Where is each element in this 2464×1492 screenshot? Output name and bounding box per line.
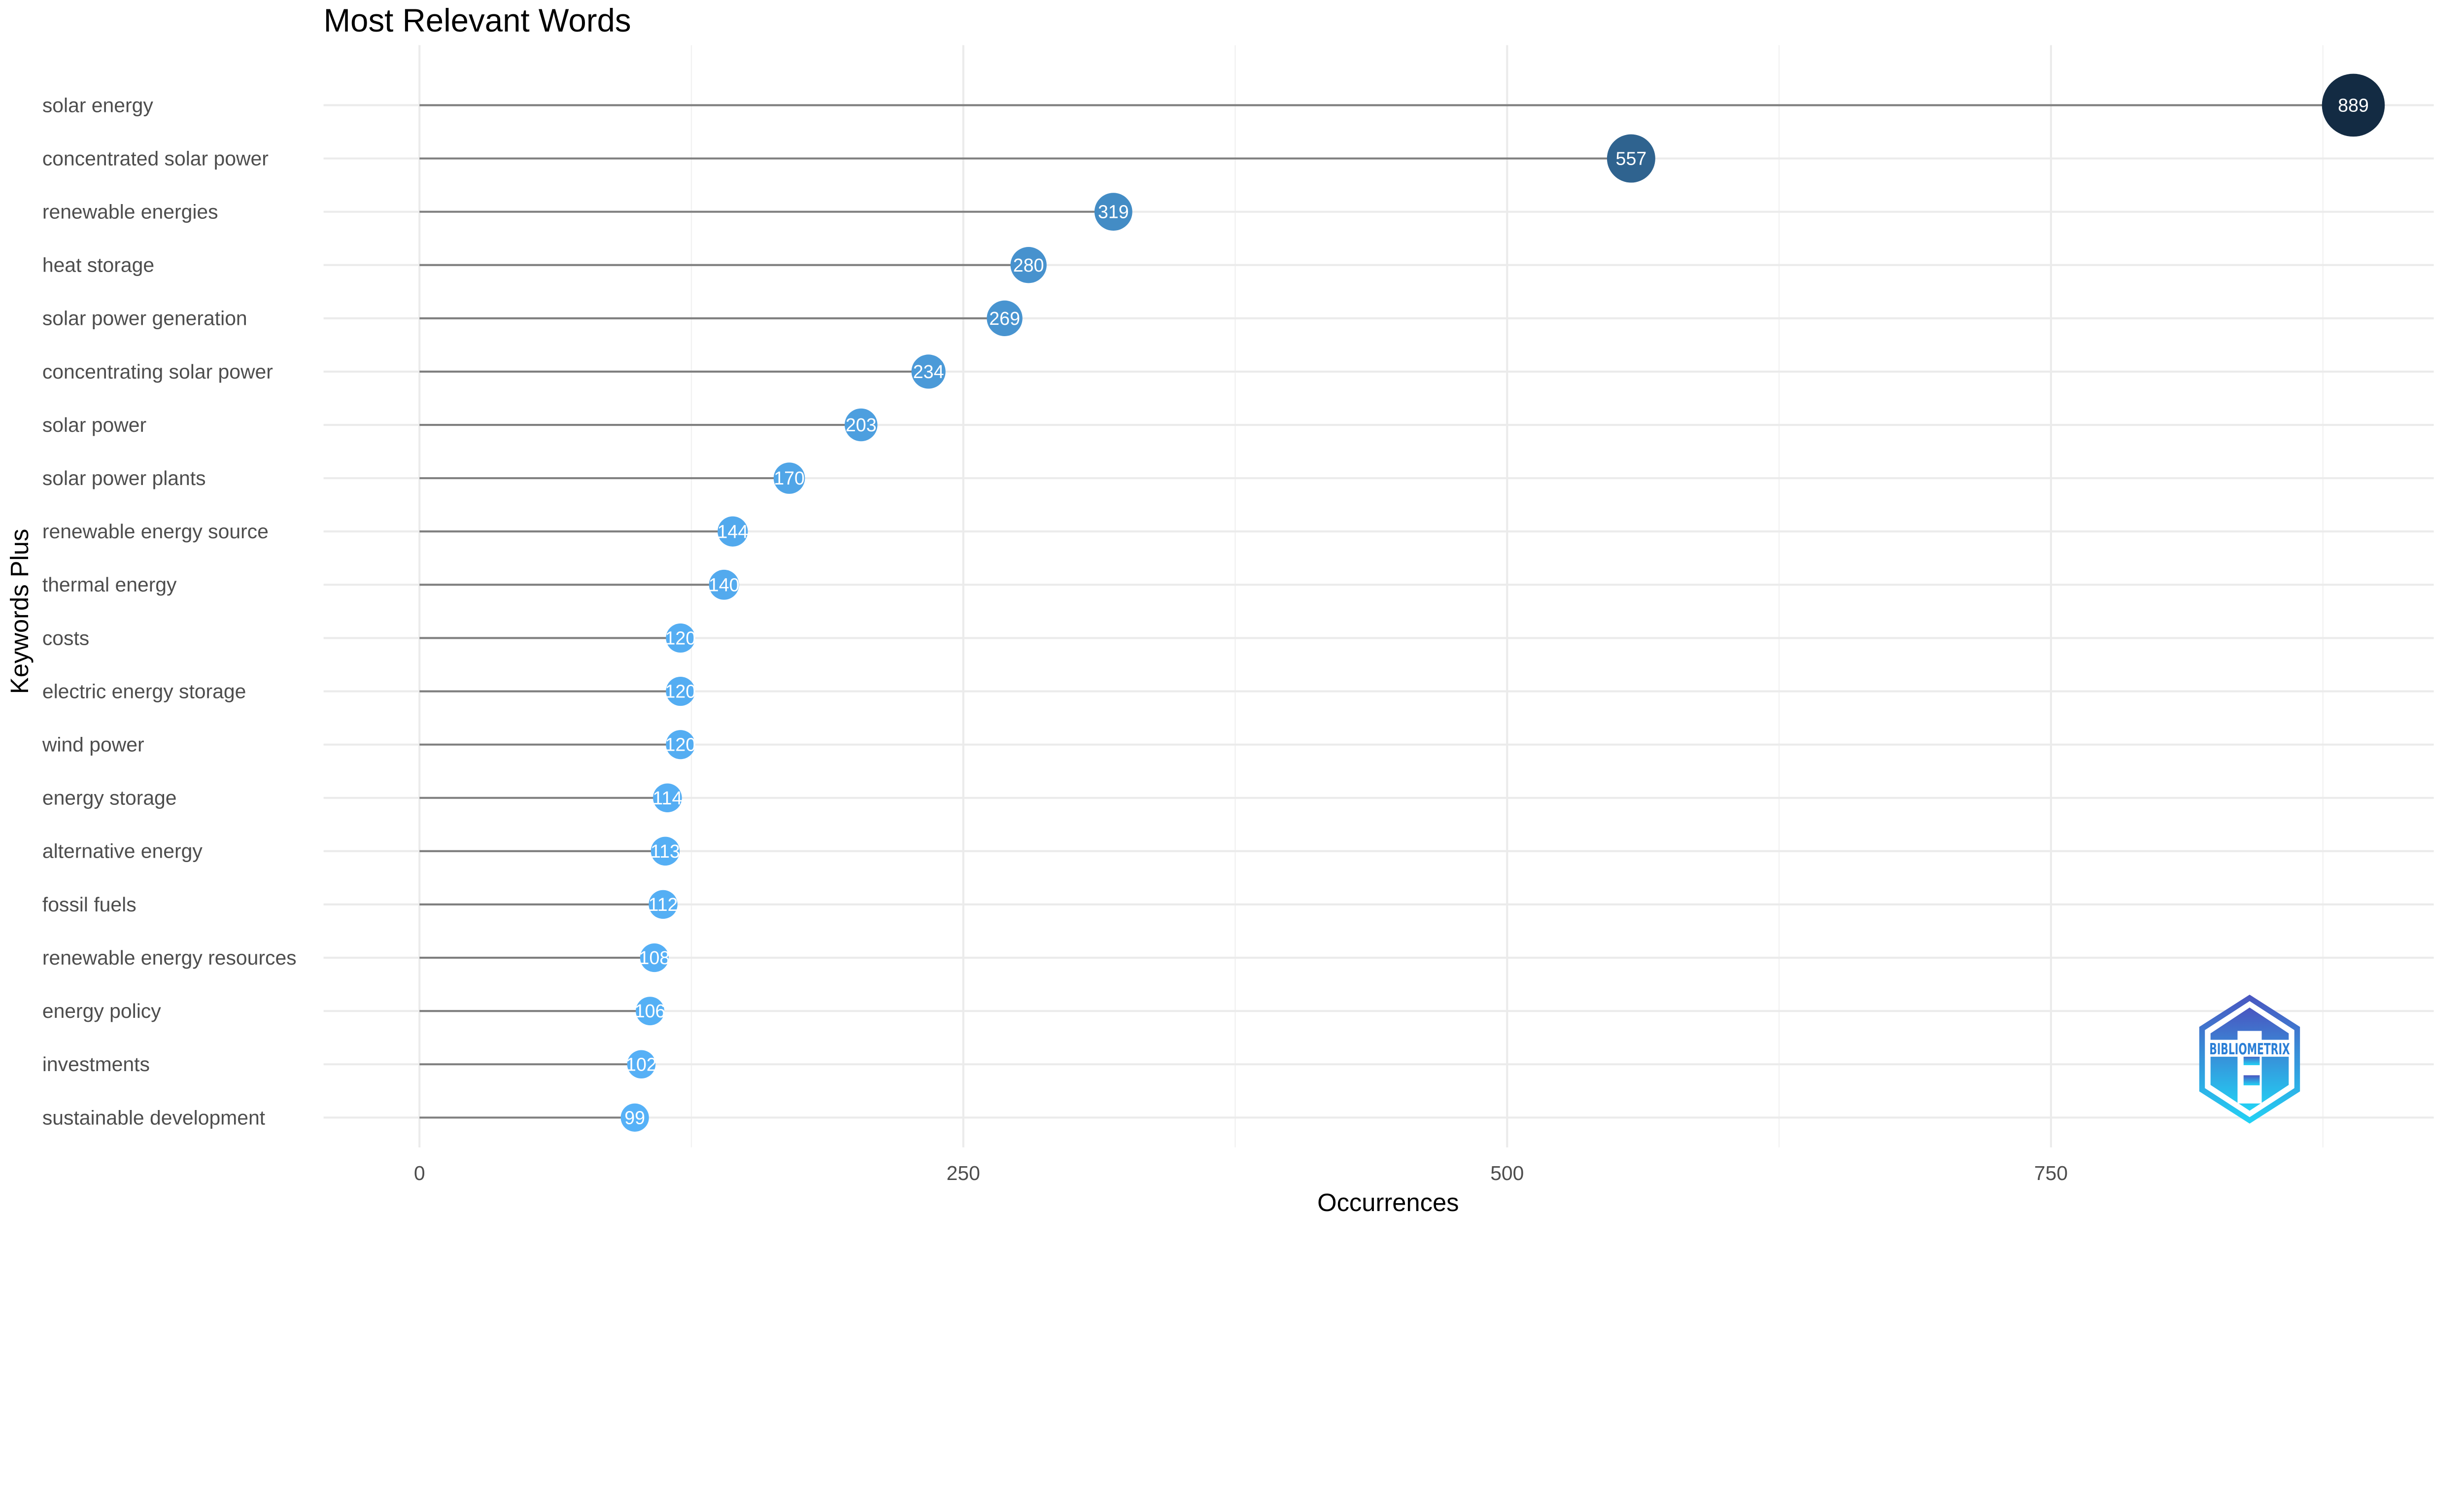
y-tick-label: sustainable development [42,1106,266,1129]
y-tick-label: renewable energy resources [42,946,297,969]
data-label: 112 [649,894,678,915]
bibliometrix-logo: BIBLIOMETRIX [2199,994,2300,1124]
data-label: 557 [1616,148,1647,169]
x-axis-title: Occurrences [1317,1188,1459,1216]
y-tick-label: energy storage [42,787,177,809]
y-tick-label: heat storage [42,254,154,277]
data-label: 120 [665,734,696,755]
lollipop-point [773,462,805,494]
y-tick-label: solar power generation [42,307,247,330]
y-tick-labels: solar energy concentrated solar power rene… [42,94,297,1129]
x-tick-label: 250 [947,1162,980,1184]
lollipop-point [1010,247,1047,283]
y-tick-label: alternative energy [42,840,203,863]
lollipop-point [649,890,678,919]
grid [323,45,2434,1147]
lollipop-point [653,783,682,813]
data-label: 280 [1013,255,1044,276]
lollipop-point [636,997,665,1026]
y-tick-label: thermal energy [42,573,177,596]
y-tick-label: solar power plants [42,467,206,489]
data-label: 120 [665,628,696,649]
y-tick-label: concentrated solar power [42,147,269,170]
y-tick-label: electric energy storage [42,680,246,702]
x-tick-label: 0 [414,1162,425,1184]
y-tick-label: renewable energies [42,201,218,223]
lollipop-point [627,1050,656,1079]
y-tick-label: investments [42,1053,150,1076]
lollipop-point [911,354,946,389]
data-label: 269 [989,308,1020,329]
lollipop-point [666,730,695,760]
lollipop-point [2322,73,2385,137]
data-label: 234 [913,361,944,382]
lollipop-point [845,408,878,442]
y-tick-label: renewable energy source [42,520,269,543]
lollipop-point [666,623,695,653]
y-tick-label: concentrating solar power [42,360,273,383]
data-label: 144 [717,521,748,542]
data-label: 99 [624,1107,645,1128]
lollipop-point [987,300,1023,337]
y-tick-label: solar energy [42,94,153,116]
chart-title: Most Relevant Words [324,2,631,38]
lollipop-point [718,516,748,547]
y-axis-title: Keywords Plus [5,529,34,694]
data-label: 114 [652,788,682,808]
y-tick-label: fossil fuels [42,893,137,916]
stems [419,104,2354,1119]
x-tick-labels: 0 250 500 750 [414,1162,2068,1184]
points: 889 557 319 280 269 234 203 170 144 140 120 120 120 1… [620,73,2385,1132]
data-label: 102 [626,1054,657,1075]
data-label: 140 [709,574,740,595]
x-tick-label: 500 [1490,1162,1524,1184]
lollipop-chart: Most Relevant Words 889 557 319 280 269 234 20… [5,2,2434,1216]
data-label: 319 [1098,202,1129,222]
lollipop-point [1607,134,1655,183]
x-tick-label: 750 [2034,1162,2068,1184]
logo-text: BIBLIOMETRIX [2209,1041,2290,1058]
data-label: 120 [665,681,696,702]
y-tick-label: wind power [42,733,144,756]
y-tick-label: solar power [42,414,146,436]
data-label: 113 [650,841,680,862]
y-tick-label: energy policy [42,1000,161,1022]
lollipop-point [640,943,669,972]
lollipop-point [709,569,739,600]
lollipop-point [666,676,695,706]
y-tick-label: costs [42,626,89,649]
lollipop-point [1094,193,1132,231]
data-label: 106 [635,1001,666,1021]
data-label: 170 [774,468,805,488]
lollipop-point [650,836,680,866]
data-label: 889 [2338,95,2369,115]
lollipop-point [620,1103,649,1132]
data-label: 108 [639,947,670,968]
data-label: 203 [846,415,877,435]
